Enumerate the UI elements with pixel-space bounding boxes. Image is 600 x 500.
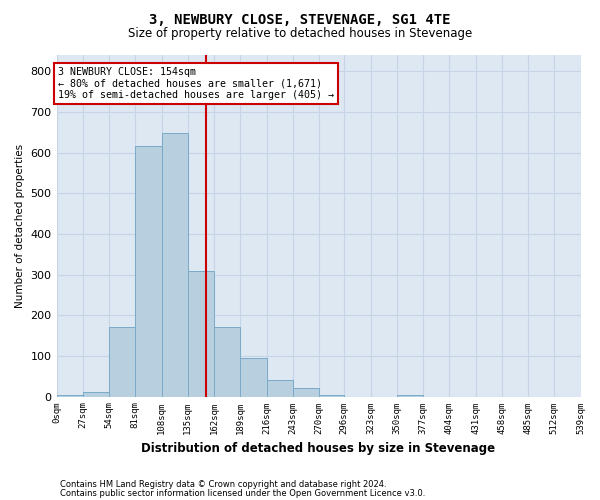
Text: Contains public sector information licensed under the Open Government Licence v3: Contains public sector information licen… (60, 488, 425, 498)
Bar (161, 133, 188, 396)
Bar (266, 380, 293, 396)
Text: 3, NEWBURY CLOSE, STEVENAGE, SG1 4TE: 3, NEWBURY CLOSE, STEVENAGE, SG1 4TE (149, 12, 451, 26)
Text: 3 NEWBURY CLOSE: 154sqm
← 80% of detached houses are smaller (1,671)
19% of semi: 3 NEWBURY CLOSE: 154sqm ← 80% of detache… (58, 67, 334, 100)
Y-axis label: Number of detached properties: Number of detached properties (15, 144, 25, 308)
Bar (397, 394, 423, 396)
Bar (293, 388, 319, 396)
Bar (135, 146, 161, 396)
Bar (319, 394, 344, 396)
Bar (83, 392, 109, 396)
Bar (56, 394, 83, 396)
Bar (240, 358, 266, 397)
Text: Size of property relative to detached houses in Stevenage: Size of property relative to detached ho… (128, 28, 472, 40)
Bar (109, 328, 135, 396)
Text: Contains HM Land Registry data © Crown copyright and database right 2024.: Contains HM Land Registry data © Crown c… (60, 480, 386, 489)
Bar (214, 326, 240, 396)
Bar (188, 270, 214, 396)
X-axis label: Distribution of detached houses by size in Stevenage: Distribution of detached houses by size … (142, 442, 496, 455)
